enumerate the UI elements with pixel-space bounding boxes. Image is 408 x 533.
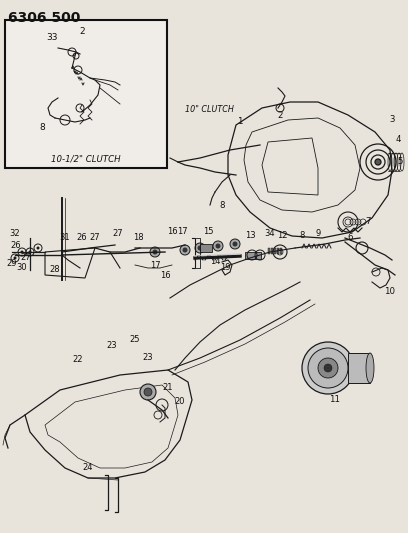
Circle shape — [213, 241, 223, 251]
Text: 27: 27 — [113, 230, 123, 238]
Text: 13: 13 — [245, 230, 255, 239]
Text: 20: 20 — [175, 398, 185, 407]
Text: 29: 29 — [7, 260, 17, 269]
Circle shape — [180, 245, 190, 255]
Text: 10" CLUTCH: 10" CLUTCH — [185, 106, 234, 115]
Text: 14: 14 — [210, 257, 220, 266]
Circle shape — [36, 246, 40, 249]
Text: 17: 17 — [177, 228, 187, 237]
Text: 7: 7 — [365, 217, 371, 227]
Text: 28: 28 — [50, 265, 60, 274]
Text: 33: 33 — [46, 33, 58, 42]
Bar — [277, 248, 279, 254]
Text: 15: 15 — [203, 228, 213, 237]
Text: 25: 25 — [130, 335, 140, 344]
Text: 10-1/2" CLUTCH: 10-1/2" CLUTCH — [51, 155, 121, 164]
Text: 10: 10 — [384, 287, 395, 296]
Ellipse shape — [366, 353, 374, 383]
Circle shape — [308, 348, 348, 388]
Circle shape — [150, 247, 160, 257]
Circle shape — [20, 251, 24, 254]
Circle shape — [182, 247, 188, 253]
Text: 31: 31 — [60, 232, 70, 241]
Text: 6306 500: 6306 500 — [8, 11, 80, 25]
Bar — [280, 248, 282, 254]
Bar — [274, 248, 276, 254]
Circle shape — [233, 241, 237, 246]
Text: 3: 3 — [389, 116, 395, 125]
Text: 21: 21 — [163, 384, 173, 392]
Circle shape — [29, 251, 31, 254]
Text: 6: 6 — [347, 232, 353, 241]
Text: 26: 26 — [11, 241, 21, 251]
Text: 27: 27 — [90, 233, 100, 243]
Circle shape — [302, 342, 354, 394]
Text: 22: 22 — [73, 356, 83, 365]
Text: 19: 19 — [220, 263, 230, 272]
Bar — [348, 353, 370, 383]
Text: 26: 26 — [77, 233, 87, 243]
Text: 23: 23 — [106, 341, 118, 350]
Circle shape — [230, 239, 240, 249]
Circle shape — [318, 358, 338, 378]
Text: 8: 8 — [219, 200, 225, 209]
Text: 12: 12 — [277, 231, 287, 240]
Circle shape — [153, 249, 157, 254]
Text: 2: 2 — [79, 28, 85, 36]
Bar — [200, 244, 212, 252]
Text: 8: 8 — [299, 230, 305, 239]
Text: 27: 27 — [21, 253, 31, 262]
Text: 23: 23 — [143, 353, 153, 362]
Text: 32: 32 — [10, 229, 20, 238]
Circle shape — [375, 159, 381, 165]
Bar — [5, 20, 167, 168]
Bar — [245, 252, 261, 259]
Circle shape — [13, 256, 16, 260]
Text: 30: 30 — [17, 263, 27, 272]
Circle shape — [140, 384, 156, 400]
Text: 5: 5 — [397, 157, 403, 166]
Text: 9: 9 — [315, 229, 321, 238]
Text: 16: 16 — [160, 271, 170, 279]
Bar — [268, 248, 270, 254]
Text: 4: 4 — [395, 135, 401, 144]
Circle shape — [324, 364, 332, 372]
Text: 11: 11 — [330, 395, 341, 405]
Circle shape — [215, 244, 220, 248]
Text: 16: 16 — [167, 228, 177, 237]
Text: 17: 17 — [150, 261, 160, 270]
Circle shape — [144, 388, 152, 396]
Circle shape — [197, 246, 202, 251]
Text: 1: 1 — [237, 117, 243, 126]
Text: 34: 34 — [265, 230, 275, 238]
Circle shape — [195, 243, 205, 253]
Text: 18: 18 — [133, 233, 143, 243]
Bar — [271, 248, 273, 254]
Text: 2: 2 — [277, 111, 283, 120]
Text: 24: 24 — [83, 463, 93, 472]
Text: 8: 8 — [39, 124, 45, 133]
